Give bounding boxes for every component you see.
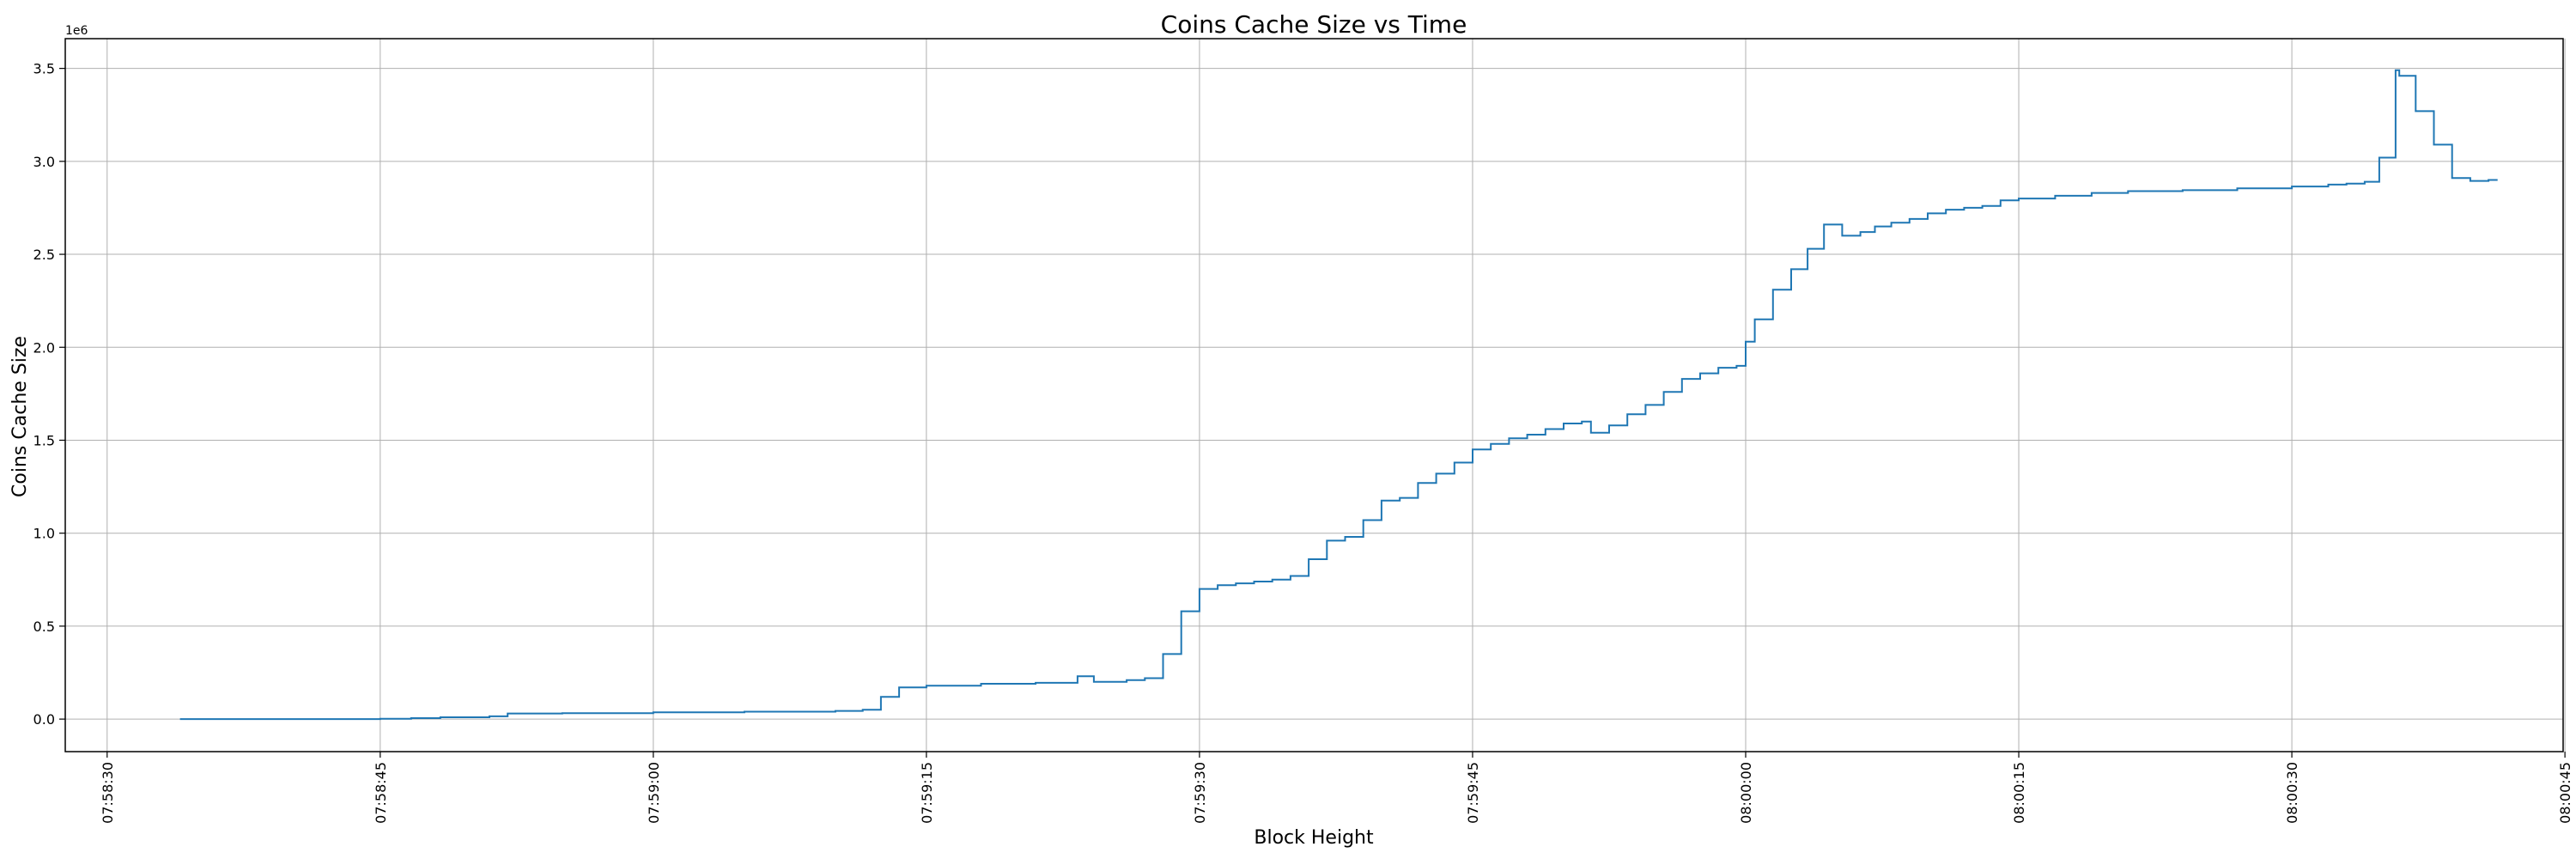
y-axis-label: Coins Cache Size bbox=[9, 336, 31, 497]
x-tick-label: 07:58:45 bbox=[373, 762, 389, 824]
y-tick-label: 0.5 bbox=[33, 618, 55, 635]
chart-title: Coins Cache Size vs Time bbox=[1161, 10, 1467, 39]
y-tick-label: 3.5 bbox=[33, 61, 55, 77]
y-axis: 0.0 0.5 1.0 1.5 2.0 2.5 3.0 3.5 bbox=[33, 61, 65, 728]
y-tick-label: 2.0 bbox=[33, 339, 55, 356]
plot-frame bbox=[64, 38, 2564, 752]
x-tick-label: 07:59:15 bbox=[919, 762, 935, 824]
x-tick-label: 07:59:30 bbox=[1192, 762, 1208, 824]
x-tick-label: 08:00:00 bbox=[1738, 762, 1754, 824]
y-multiplier-label: 1e6 bbox=[65, 24, 88, 38]
x-tick-label: 07:58:30 bbox=[100, 762, 116, 824]
grid bbox=[65, 39, 2566, 752]
y-tick-label: 1.0 bbox=[33, 526, 55, 542]
y-tick-label: 3.0 bbox=[33, 154, 55, 170]
x-axis-label: Block Height bbox=[1254, 827, 1374, 849]
y-tick-label: 1.5 bbox=[33, 432, 55, 448]
x-tick-label: 08:00:15 bbox=[2011, 762, 2027, 824]
x-tick-label: 08:00:45 bbox=[2557, 762, 2573, 824]
x-axis: 07:58:30 07:58:45 07:59:00 07:59:15 07:59:30… bbox=[100, 752, 2573, 824]
y-tick-label: 0.0 bbox=[33, 711, 55, 728]
x-tick-label: 07:59:00 bbox=[646, 762, 662, 824]
y-tick-label: 2.5 bbox=[33, 247, 55, 263]
series-line bbox=[179, 69, 2498, 721]
x-tick-label: 07:59:45 bbox=[1465, 762, 1481, 824]
x-tick-label: 08:00:30 bbox=[2284, 762, 2300, 824]
